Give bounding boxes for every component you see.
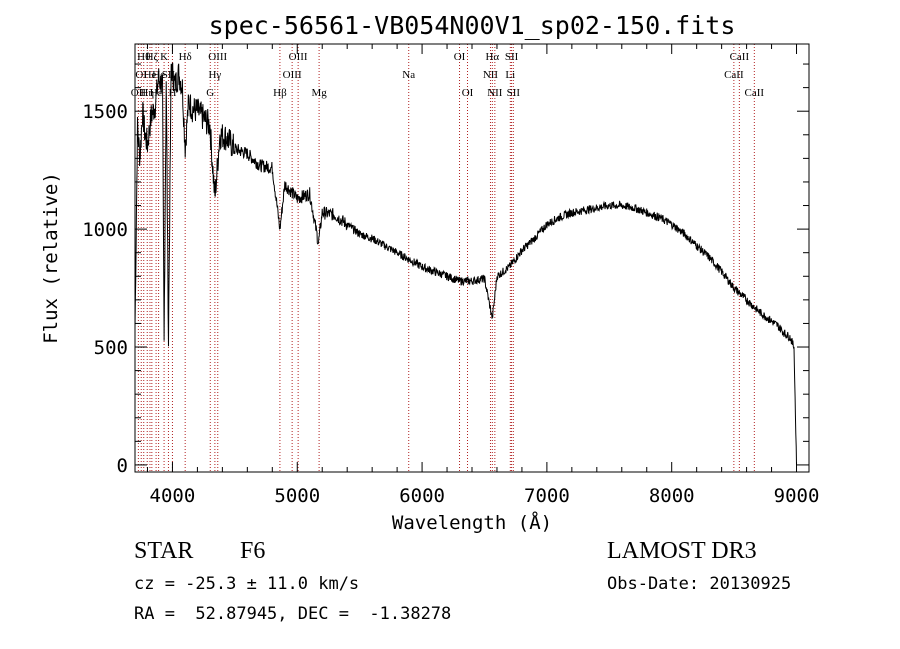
y-tick-label: 1500 <box>82 101 128 123</box>
line-label: CaII <box>724 69 744 81</box>
line-label: OII <box>131 87 147 99</box>
line-label: H <box>168 87 176 99</box>
line-label: Hγ <box>208 69 221 81</box>
line-label: OIII <box>289 51 308 63</box>
line-label: He <box>152 69 165 81</box>
x-axis-ticks: 4000 5000 6000 7000 8000 9000 <box>146 44 820 507</box>
line-label: OI <box>135 69 147 81</box>
line-label: Mg <box>311 87 327 99</box>
line-label: Hθ <box>137 51 150 63</box>
line-label: NII <box>483 69 499 81</box>
survey-name: LAMOST DR3 <box>607 538 757 564</box>
spectrum-plot: 4000 5000 6000 7000 8000 9000 0 500 1000 1500 OI… <box>40 11 820 534</box>
line-label: K <box>160 51 168 63</box>
line-label: OI <box>462 87 474 99</box>
x-tick-label: 8000 <box>649 485 695 507</box>
line-label: G <box>206 87 214 99</box>
line-label: Na <box>402 69 415 81</box>
x-tick-label: 5000 <box>274 485 320 507</box>
line-label: OIII <box>208 51 227 63</box>
y-tick-label: 1000 <box>82 219 128 241</box>
x-tick-label: 7000 <box>524 485 570 507</box>
line-label: CaII <box>730 51 750 63</box>
x-tick-label: 4000 <box>150 485 196 507</box>
spectrum-line <box>134 62 797 465</box>
line-label: OI <box>454 51 466 63</box>
y-tick-label: 0 <box>117 455 128 477</box>
x-tick-label: 6000 <box>399 485 445 507</box>
coordinates: RA = 52.87945, DEC = -1.38278 <box>134 604 452 624</box>
line-label: NII <box>487 87 503 99</box>
line-label: Hβ <box>273 87 287 99</box>
obs-date: Obs-Date: 20130925 <box>607 574 792 594</box>
y-axis-ticks: 0 500 1000 1500 <box>82 63 809 477</box>
line-label: Hα <box>485 51 499 63</box>
line-label: He <box>144 69 157 81</box>
line-label: Hζ <box>146 51 159 63</box>
object-subclass: F6 <box>240 538 266 564</box>
spectral-line-markers <box>137 44 755 472</box>
line-label: Li <box>505 69 515 81</box>
line-label: OIII <box>283 69 302 81</box>
x-axis-label: Wavelength (Å) <box>392 511 552 534</box>
y-axis-label: Flux (relative) <box>40 172 62 344</box>
chart-title: spec-56561-VB054N00V1_sp02-150.fits <box>209 11 736 40</box>
line-label: SII <box>507 87 521 99</box>
redshift-cz: cz = -25.3 ± 11.0 km/s <box>134 574 360 594</box>
line-label: Hε <box>150 87 163 99</box>
line-label: CaII <box>745 87 765 99</box>
line-label: Hη <box>140 87 154 99</box>
line-labels: OIIOIHθHηHeHζHεHeKSIIHHδGHγOIIIHβOIIIOII… <box>131 51 765 99</box>
object-class: STAR <box>134 538 194 564</box>
line-label: SII <box>162 69 176 81</box>
y-tick-label: 500 <box>94 337 128 359</box>
line-label: SII <box>505 51 519 63</box>
line-label: Hδ <box>179 51 192 63</box>
x-tick-label: 9000 <box>774 485 820 507</box>
